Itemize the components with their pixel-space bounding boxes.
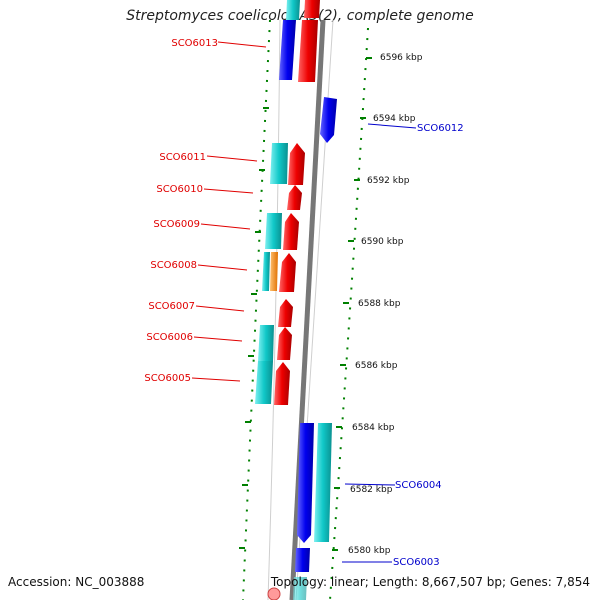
gene-sco6003-blue[interactable] [295, 548, 310, 572]
gene-sco6008-cyan[interactable] [262, 252, 270, 291]
ruler-label: 6580 kbp [348, 546, 391, 556]
gene-label[interactable]: SCO6013 [171, 38, 218, 49]
gene-sco6013-cyan[interactable] [286, 0, 300, 20]
gene-label[interactable]: SCO6005 [144, 373, 191, 384]
gene-label[interactable]: SCO6003 [393, 557, 440, 568]
ruler-label: 6584 kbp [352, 423, 395, 433]
gene-sco6008-red[interactable] [279, 253, 296, 292]
ruler-label: 6594 kbp [373, 114, 416, 124]
gene-sco6011-red[interactable] [288, 143, 305, 185]
ruler-label: 6588 kbp [358, 299, 401, 309]
gene-sco6013-blue[interactable] [279, 20, 296, 80]
genome-summary-text: Topology: linear; Length: 8,667,507 bp; … [270, 575, 590, 589]
right-connector-group [342, 123, 417, 563]
right-dotted-guide [329, 27, 369, 600]
ruler-label: 6592 kbp [367, 176, 410, 186]
gene-sco6010-red[interactable] [287, 185, 302, 210]
gene-sco6009-red[interactable] [283, 213, 299, 250]
gene-sco6006-cyan[interactable] [258, 325, 274, 361]
gene-sco6005-red[interactable] [274, 362, 290, 405]
ruler-label: 6586 kbp [355, 361, 398, 371]
gene-sco6007-red[interactable] [278, 299, 293, 327]
gene-label[interactable]: SCO6007 [148, 301, 195, 312]
ruler-tick-group [239, 57, 372, 551]
gene-bottom-marker[interactable] [267, 587, 281, 600]
gene-sco6005-cyan[interactable] [255, 361, 273, 404]
gene-red-top[interactable] [304, 0, 320, 18]
connector-line [195, 305, 245, 312]
connector-line [217, 41, 267, 48]
accession-text: Accession: NC_003888 [8, 575, 145, 589]
ruler-label: 6590 kbp [361, 237, 404, 247]
connector-line [206, 155, 258, 162]
gene-label[interactable]: SCO6009 [153, 219, 200, 230]
track-border-left [267, 19, 281, 600]
connector-line [197, 264, 248, 271]
gene-sco6008-orange[interactable] [270, 252, 278, 291]
connector-line [193, 336, 243, 342]
connector-line [367, 123, 417, 129]
connector-line [200, 223, 251, 230]
gene-bottom-cyan[interactable] [293, 577, 307, 600]
gene-sco6004-blue[interactable] [297, 423, 314, 543]
gene-sco6006-red[interactable] [277, 327, 292, 360]
gene-sco6013-red[interactable] [298, 20, 318, 82]
gene-label[interactable]: SCO6010 [156, 184, 203, 195]
connector-line [191, 377, 241, 382]
gene-label[interactable]: SCO6006 [146, 332, 193, 343]
gene-sco6011-cyan[interactable] [270, 143, 288, 184]
gene-label[interactable]: SCO6011 [159, 152, 206, 163]
gene-label[interactable]: SCO6008 [150, 260, 197, 271]
genome-title: Streptomyces coelicolor A3(2), complete … [126, 8, 474, 24]
gene-sco6004-cyan[interactable] [314, 423, 332, 542]
left-dotted-guide [242, 19, 271, 600]
ruler-label: 6596 kbp [380, 53, 423, 63]
connector-line [344, 483, 396, 486]
gene-sco6012[interactable] [320, 97, 337, 143]
gene-label[interactable]: SCO6004 [395, 480, 442, 491]
gene-sco6009-cyan[interactable] [265, 213, 282, 249]
gene-label[interactable]: SCO6012 [417, 123, 464, 134]
connector-line [203, 188, 254, 194]
left-connector-group [191, 41, 267, 382]
ruler-label: 6582 kbp [350, 485, 393, 495]
genome-backbone [289, 19, 326, 600]
